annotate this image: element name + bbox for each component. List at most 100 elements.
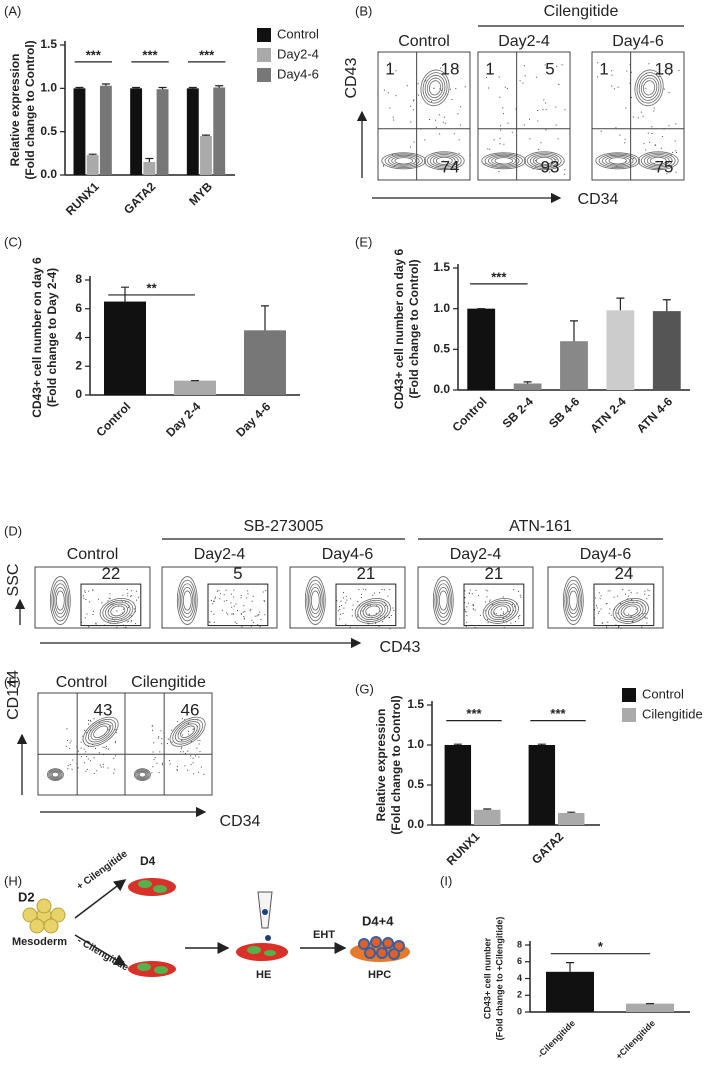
error-bar xyxy=(188,86,197,89)
contour xyxy=(133,768,151,781)
y-tick-label: 4 xyxy=(75,330,82,344)
events xyxy=(594,589,650,629)
bar xyxy=(186,88,199,175)
error-bar xyxy=(483,808,492,810)
contour xyxy=(48,769,63,781)
events xyxy=(208,589,267,629)
bar xyxy=(99,85,112,175)
plot-title: Day4-6 xyxy=(612,33,664,50)
error-bar xyxy=(570,320,578,342)
quadrant-value: 18 xyxy=(441,59,460,78)
plot-title: Day4-6 xyxy=(580,546,632,563)
contour xyxy=(306,579,325,622)
bar xyxy=(474,809,501,825)
x-tick-label: Control xyxy=(93,399,133,439)
contour xyxy=(490,603,511,619)
diagram-label: - Cilengitide xyxy=(75,935,130,973)
y-tick-label: 8 xyxy=(517,939,522,949)
error-bar xyxy=(567,811,576,813)
diagram-shapes xyxy=(22,878,410,977)
contour xyxy=(387,154,420,167)
gate-value: 24 xyxy=(614,564,633,583)
contour xyxy=(494,157,513,165)
x-tick-label: SB 4-6 xyxy=(546,394,583,431)
contour xyxy=(424,74,446,101)
group-label: Cilengitide xyxy=(544,3,619,20)
gate xyxy=(335,583,397,627)
x-axis-label: CD34 xyxy=(220,813,261,830)
x-tick-label: Day 2-4 xyxy=(163,399,203,439)
legend-label: Day2-4 xyxy=(277,46,319,61)
y-tick-label: 6 xyxy=(517,956,522,966)
contour xyxy=(82,716,119,747)
contour xyxy=(135,769,150,781)
group-label: SB-273005 xyxy=(243,518,323,535)
events xyxy=(597,62,680,175)
gate xyxy=(80,583,142,627)
contour xyxy=(391,156,417,166)
plot-frame xyxy=(289,566,406,629)
y-axis-label: CD43+ cell number on day 6 xyxy=(30,257,44,418)
error-bar xyxy=(202,134,211,136)
error-bar xyxy=(145,157,154,162)
diagram-label: Mesoderm xyxy=(12,936,67,948)
error-bar xyxy=(75,86,84,89)
x-axis-label: CD43 xyxy=(380,639,421,656)
bar xyxy=(528,745,556,825)
group-label: ATN-161 xyxy=(509,518,572,535)
contour xyxy=(93,725,109,738)
y-axis-label: CD43 xyxy=(343,57,360,98)
contour xyxy=(640,77,658,99)
x-tick-label: ATN 2-4 xyxy=(587,394,629,436)
y-axis-label: Relative expression xyxy=(8,54,22,167)
contour xyxy=(646,155,670,167)
contour xyxy=(432,155,456,167)
quadrant-value: 93 xyxy=(541,157,560,176)
y-tick-label: 8 xyxy=(75,272,82,286)
legend-swatch xyxy=(257,48,271,62)
legend-swatch xyxy=(622,688,636,702)
contour xyxy=(174,721,201,743)
error-bar xyxy=(616,297,625,311)
x-tick-label: +Cilengitide xyxy=(614,1018,657,1061)
panel-label: (E) xyxy=(355,234,372,249)
bar xyxy=(213,87,226,175)
bar xyxy=(444,745,472,825)
contour xyxy=(105,601,131,621)
contour xyxy=(620,603,641,619)
x-tick-label: GATA2 xyxy=(529,829,567,867)
contour xyxy=(640,152,676,169)
plot-frame xyxy=(591,51,685,181)
quadrant-value: 74 xyxy=(441,157,460,176)
contour xyxy=(304,576,326,625)
y-axis-label: Relative expression xyxy=(374,709,388,822)
contour xyxy=(176,576,198,625)
y-tick-label: 1.0 xyxy=(407,737,424,751)
contour xyxy=(435,156,453,165)
bar xyxy=(174,380,216,395)
legend-label: Cilengitide xyxy=(642,706,703,721)
error-bar xyxy=(132,86,141,89)
contour xyxy=(55,590,65,611)
contour xyxy=(484,153,523,169)
contour xyxy=(394,157,413,165)
quadrant-value: 18 xyxy=(655,59,674,78)
contour xyxy=(177,723,198,741)
x-tick-label: Day 4-6 xyxy=(233,399,273,439)
x-axis-label: CD34 xyxy=(578,191,619,208)
significance-label: *** xyxy=(86,47,102,62)
contour xyxy=(618,601,644,621)
y-tick-label: 4 xyxy=(517,973,522,983)
error-bar xyxy=(523,381,532,384)
contour xyxy=(180,725,196,738)
contour xyxy=(51,579,70,622)
contour xyxy=(598,153,637,169)
contour xyxy=(523,151,565,171)
y-tick-label: 2 xyxy=(517,990,522,1000)
bar xyxy=(130,88,143,175)
contour xyxy=(85,718,116,745)
plot-title: Day2-4 xyxy=(498,33,550,50)
error-bar xyxy=(158,86,167,90)
legend-label: Day4-6 xyxy=(277,66,319,81)
